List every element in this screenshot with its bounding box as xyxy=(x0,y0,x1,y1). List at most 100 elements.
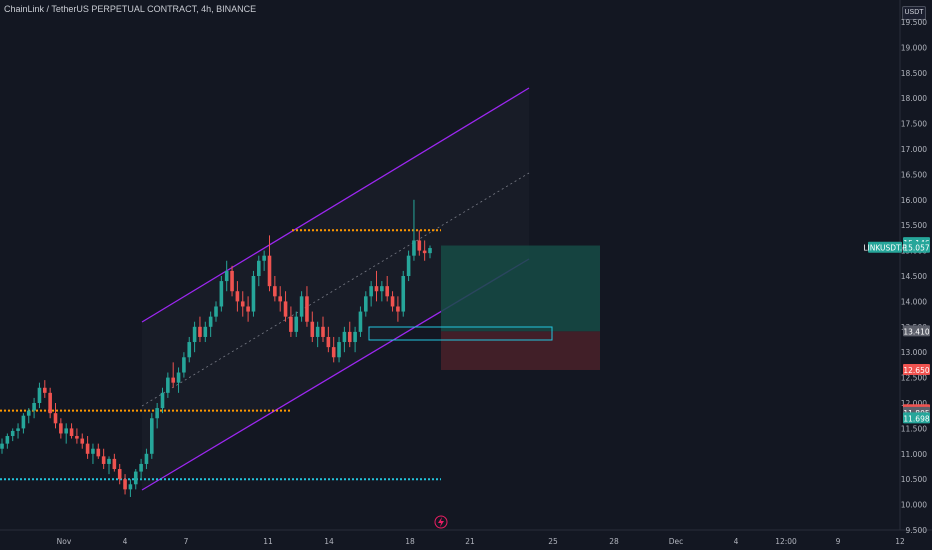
y-tick-label: 9.500 xyxy=(906,526,928,535)
candle-body xyxy=(123,479,127,490)
candle-body xyxy=(305,296,309,322)
stop-zone xyxy=(441,331,600,370)
price-tag-label: 15.057 xyxy=(903,244,929,253)
candle-body xyxy=(299,296,304,317)
candle-body xyxy=(182,357,186,373)
candle-body xyxy=(43,387,47,393)
candle-body xyxy=(176,372,181,383)
candle-body xyxy=(80,438,85,444)
candle-body xyxy=(428,248,432,254)
x-tick-label: 14 xyxy=(324,537,334,546)
candle-body xyxy=(369,286,373,297)
y-tick-label: 11.500 xyxy=(901,424,927,433)
symbol-tag xyxy=(868,241,902,253)
target-zone xyxy=(441,245,600,332)
x-tick-label: 4 xyxy=(734,537,739,546)
candle-body xyxy=(160,392,165,409)
candle-body xyxy=(374,286,379,292)
candle-body xyxy=(315,326,320,337)
candle-body xyxy=(91,448,95,454)
candle-body xyxy=(262,255,266,261)
candle-body xyxy=(401,276,406,312)
y-tick-label: 18.000 xyxy=(901,94,927,103)
candle-body xyxy=(32,403,36,411)
candle-body xyxy=(53,413,58,424)
chart-title: ChainLink / TetherUS PERPETUAL CONTRACT,… xyxy=(4,4,257,14)
candle-body xyxy=(364,296,368,312)
candle-body xyxy=(257,260,261,276)
candle-body xyxy=(144,453,149,464)
x-tick-label: 9 xyxy=(836,537,841,546)
candle-body xyxy=(128,484,133,490)
candle-body xyxy=(412,240,416,256)
y-tick-label: 14.500 xyxy=(901,272,927,281)
x-tick-label: 25 xyxy=(548,537,558,546)
currency-button[interactable]: USDT xyxy=(902,6,926,20)
candle-body xyxy=(198,326,202,337)
candle-body xyxy=(10,430,15,437)
candle-body xyxy=(214,306,218,317)
price-tag-label: 12.650 xyxy=(903,366,929,375)
candle-body xyxy=(171,377,175,383)
alert-icon xyxy=(434,515,448,529)
price-tag-label: 13.410 xyxy=(903,327,929,336)
candle-body xyxy=(342,331,347,343)
candle-body xyxy=(112,458,117,470)
candle-body xyxy=(422,250,427,254)
y-tick-label: 14.000 xyxy=(901,297,927,306)
candle-body xyxy=(326,336,331,348)
candle-body xyxy=(21,415,26,429)
candle-body xyxy=(187,342,192,358)
y-tick-label: 19.500 xyxy=(901,18,927,27)
candle-body xyxy=(75,436,79,439)
x-tick-label: Dec xyxy=(669,537,684,546)
x-tick-label: 4 xyxy=(123,537,128,546)
candle-body xyxy=(230,270,234,292)
candle-body xyxy=(155,408,159,419)
lightning-icon xyxy=(438,517,444,527)
candle-body xyxy=(117,469,122,480)
candle-body xyxy=(0,443,4,449)
x-tick-label: 21 xyxy=(465,537,475,546)
candle-body xyxy=(64,428,68,434)
candle-body xyxy=(321,326,325,337)
price-tag xyxy=(903,241,930,253)
candle-body xyxy=(251,276,256,312)
candle-body xyxy=(16,428,20,431)
candle-body xyxy=(59,423,63,434)
y-tick-label: 11.000 xyxy=(901,450,927,459)
candle-body xyxy=(283,301,288,317)
candle-body xyxy=(337,342,341,358)
candle-body xyxy=(37,387,42,403)
symbol-label: LINKUSDT.P xyxy=(863,244,907,253)
candle-body xyxy=(347,331,352,343)
x-tick-label: 7 xyxy=(184,537,189,546)
candle-body xyxy=(133,471,138,485)
candle-body xyxy=(69,428,74,437)
channel-mid-line xyxy=(141,172,530,407)
candle-body xyxy=(85,443,90,454)
price-tag-label: 11.698 xyxy=(903,414,929,423)
candle-body xyxy=(406,255,411,276)
y-tick-label: 16.000 xyxy=(901,196,927,205)
y-tick-label: 15.500 xyxy=(901,221,927,230)
candle-body xyxy=(139,463,143,472)
candle-body xyxy=(289,316,293,332)
candle-body xyxy=(208,316,213,327)
candle-body xyxy=(101,456,106,464)
candle-body xyxy=(240,301,245,307)
candle-body xyxy=(166,377,170,393)
price-tag xyxy=(903,363,930,375)
candle-body xyxy=(235,291,240,302)
candle-body xyxy=(396,306,400,312)
candle-body xyxy=(331,347,336,358)
candle-body xyxy=(96,448,101,457)
x-tick-label: 12 xyxy=(895,537,905,546)
candle-body xyxy=(353,331,357,343)
candle-body xyxy=(380,286,384,292)
y-tick-label: 12.500 xyxy=(901,374,927,383)
candle-body xyxy=(107,458,111,464)
channel-upper-line xyxy=(141,87,530,323)
y-tick-label: 12.000 xyxy=(901,399,927,408)
